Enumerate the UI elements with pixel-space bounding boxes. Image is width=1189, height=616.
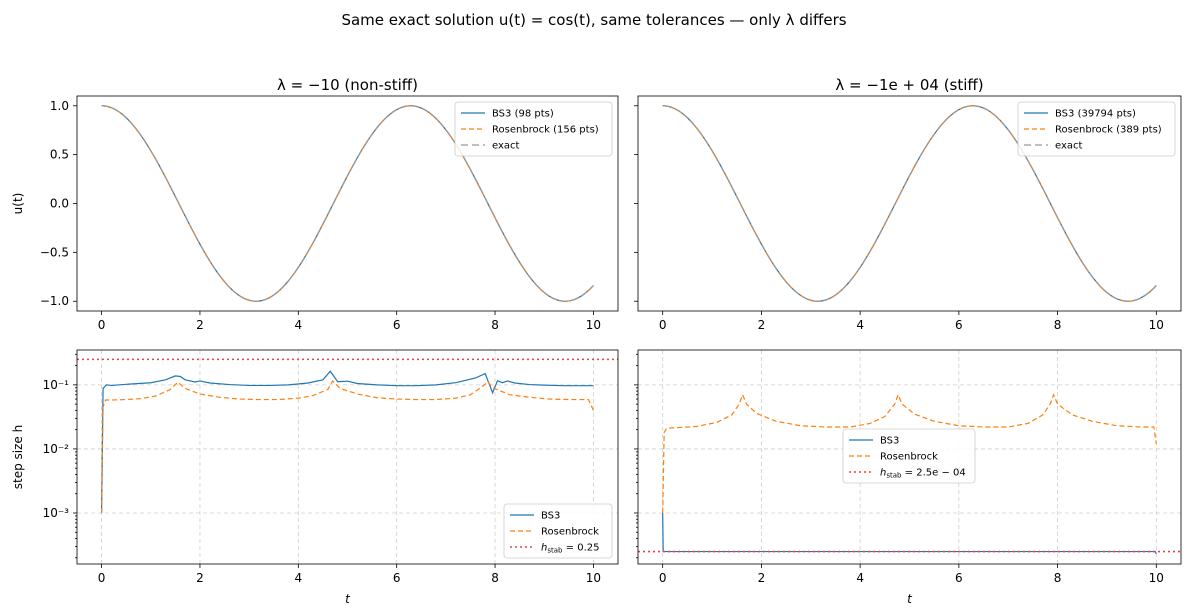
top-right-xtick-label: 6 [955, 318, 963, 332]
bottom-right-legend-label-stab: hstab = 2.5e − 04 [880, 468, 966, 480]
bottom-left-xlabel: t [345, 592, 351, 606]
bottom-right-legend-box [842, 428, 976, 484]
bottom-right-xtick-label: 4 [856, 571, 864, 585]
top-left-legend: BS3 (98 pts) Rosenbrock (156 pts) exact [454, 101, 613, 157]
bottom-right-xlabel: t [907, 592, 913, 606]
top-right-xtick-label: 0 [659, 318, 667, 332]
top-right-series-exact [662, 105, 1157, 302]
panel-stepsize-nonstiff: 0 2 4 6 8 10 10⁻³ 10⁻² 10⁻¹ t step size h BS3 Rosenb… [11, 349, 619, 606]
top-right-legend-box [1017, 101, 1176, 157]
bottom-left-legend-box [503, 503, 613, 559]
bottom-left-xtick-label: 8 [491, 571, 499, 585]
top-right-xtick-label: 10 [1149, 318, 1164, 332]
figure-suptitle: Same exact solution u(t) = cos(t), same … [341, 11, 846, 29]
bottom-right-xtick-label: 10 [1149, 571, 1164, 585]
top-right-legend-label-rosenbrock: Rosenbrock (389 pts) [1055, 125, 1162, 136]
bottom-left-legend-label-stab: hstab = 0.25 [541, 543, 599, 555]
top-left-ytick-label: −1.0 [40, 294, 69, 308]
top-left-ylabel: u(t) [11, 193, 25, 215]
top-left-series-exact [101, 105, 594, 302]
bottom-right-legend-label-rosenbrock: Rosenbrock [880, 452, 938, 463]
bottom-left-xtick-label: 6 [393, 571, 401, 585]
bottom-left-xtick-label: 0 [98, 571, 106, 585]
panel-stepsize-stiff: 0 2 4 6 8 10 t BS3 Rosenbrock hstab = 2.5e − 04 [634, 349, 1182, 606]
bottom-left-axes-frame [76, 349, 619, 565]
bottom-left-ytick-label: 10⁻³ [43, 506, 70, 520]
bottom-left-legend: BS3 Rosenbrock hstab = 0.25 [503, 503, 613, 559]
bottom-right-xtick-label: 0 [659, 571, 667, 585]
top-left-ytick-label: −0.5 [40, 245, 69, 259]
top-left-legend-label-exact: exact [492, 141, 520, 152]
top-left-xtick-label: 2 [196, 318, 204, 332]
bottom-left-ytick-label: 10⁻¹ [43, 378, 70, 392]
top-left-legend-label-rosenbrock: Rosenbrock (156 pts) [492, 125, 599, 136]
top-right-legend-label-bs3: BS3 (39794 pts) [1055, 109, 1136, 120]
top-right-title: λ = −1e + 04 (stiff) [835, 76, 983, 94]
top-left-ytick-label: 1.0 [50, 99, 69, 113]
bottom-right-axes-frame [637, 349, 1182, 565]
top-left-title: λ = −10 (non-stiff) [277, 76, 418, 94]
top-left-legend-box [454, 101, 613, 157]
bottom-right-xtick-label: 2 [758, 571, 766, 585]
top-right-xtick-label: 2 [758, 318, 766, 332]
top-left-axes-frame [76, 95, 619, 312]
bottom-left-xtick-label: 10 [586, 571, 601, 585]
bottom-right-legend-label-bs3: BS3 [880, 436, 899, 447]
bottom-right-series-rosenbrock [662, 393, 1157, 514]
top-left-xtick-label: 10 [586, 318, 601, 332]
panel-solution-stiff: 0 2 4 6 8 10 λ = −1e + 04 (stiff) BS3 (39794 pt… [634, 76, 1182, 332]
top-left-ytick-label: 0.0 [50, 197, 69, 211]
bottom-left-xtick-label: 2 [196, 571, 204, 585]
bottom-right-legend: BS3 Rosenbrock hstab = 2.5e − 04 [842, 428, 976, 484]
panel-solution-nonstiff: 0 2 4 6 8 10 1.0 0.5 0.0 −0.5 −1.0 λ = −10 (non-sti… [11, 76, 619, 332]
bottom-right-series-bs3 [662, 513, 1157, 555]
bottom-left-legend-label-bs3: BS3 [541, 511, 560, 522]
bottom-left-series-bs3 [100, 370, 594, 514]
top-left-xtick-label: 8 [491, 318, 499, 332]
bottom-left-ytick-label: 10⁻² [43, 442, 70, 456]
top-right-legend: BS3 (39794 pts) Rosenbrock (389 pts) exact [1017, 101, 1176, 157]
top-left-xtick-label: 0 [98, 318, 106, 332]
top-left-xtick-label: 6 [393, 318, 401, 332]
top-right-legend-label-exact: exact [1055, 141, 1083, 152]
top-left-ytick-label: 0.5 [50, 148, 69, 162]
bottom-left-series-rosenbrock [100, 379, 594, 514]
top-left-legend-label-bs3: BS3 (98 pts) [492, 109, 554, 120]
top-right-axes-frame [637, 95, 1182, 312]
bottom-right-xtick-label: 6 [955, 571, 963, 585]
bottom-left-legend-label-rosenbrock: Rosenbrock [541, 527, 599, 538]
bottom-right-xtick-label: 8 [1054, 571, 1062, 585]
top-left-xtick-label: 4 [294, 318, 302, 332]
bottom-left-xtick-label: 4 [294, 571, 302, 585]
top-right-xtick-label: 4 [856, 318, 864, 332]
top-right-xtick-label: 8 [1054, 318, 1062, 332]
bottom-left-ylabel: step size h [11, 425, 25, 489]
